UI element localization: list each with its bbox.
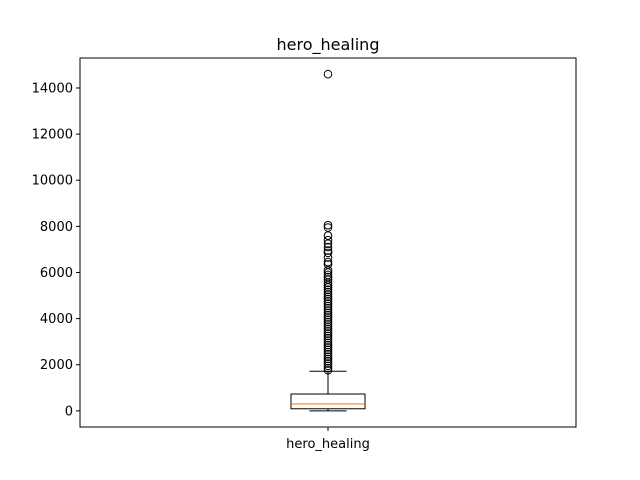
outlier-point	[323, 324, 333, 334]
outlier-point	[323, 306, 333, 315]
outlier-point	[323, 326, 333, 336]
outlier-point	[323, 338, 333, 348]
outlier-point	[323, 294, 333, 304]
iqr-box	[290, 393, 366, 410]
outlier-point	[323, 253, 333, 262]
plot-frame	[79, 57, 577, 428]
outlier-point	[323, 313, 333, 322]
outlier-point	[323, 333, 333, 343]
outliers	[323, 69, 333, 375]
outlier-point	[323, 246, 333, 255]
outlier-point	[323, 290, 333, 299]
outlier-point	[323, 242, 333, 252]
outlier-point	[323, 340, 333, 350]
outlier-point	[323, 285, 333, 295]
outlier-point	[323, 356, 333, 366]
outlier-point	[323, 283, 333, 292]
y-tick-label: 2000	[40, 358, 73, 373]
outlier-point	[323, 268, 333, 277]
outlier-point	[323, 317, 333, 327]
outlier-point	[323, 301, 333, 311]
outlier-point	[323, 347, 333, 357]
outlier-point	[323, 336, 333, 345]
outlier-point	[323, 359, 333, 368]
outlier-point	[323, 361, 333, 371]
outlier-point	[323, 69, 333, 79]
outlier-point	[323, 310, 333, 320]
outlier-point	[323, 354, 333, 364]
outlier-point	[323, 343, 333, 352]
outlier-point	[323, 287, 333, 297]
x-tick-label: hero_healing	[286, 437, 370, 452]
outlier-point	[323, 345, 333, 355]
outlier-point	[323, 320, 333, 329]
outlier-point	[323, 365, 333, 375]
outlier-point	[323, 280, 333, 290]
outlier-point	[323, 292, 333, 301]
outlier-point	[323, 278, 333, 288]
outlier-point	[323, 329, 333, 338]
box-element	[290, 370, 366, 412]
outlier-point	[323, 297, 333, 306]
outlier-point	[323, 265, 333, 275]
y-tick-label: 6000	[40, 266, 73, 281]
y-tick-label: 8000	[40, 220, 73, 235]
y-tick-label: 12000	[32, 128, 73, 143]
chart-title: hero_healing	[277, 35, 380, 55]
outlier-point	[323, 331, 333, 341]
outlier-point	[323, 352, 333, 361]
outlier-point	[323, 303, 333, 313]
outlier-point	[323, 239, 333, 248]
y-tick-label: 4000	[40, 312, 73, 327]
y-axis: 0 2000 4000 6000 8000 10000 12000 14000	[32, 81, 80, 419]
y-tick-label: 0	[65, 404, 73, 419]
outlier-point	[323, 235, 333, 245]
outlier-point	[323, 363, 333, 373]
outlier-point	[323, 248, 333, 258]
outlier-point	[323, 220, 333, 230]
outlier-point	[323, 308, 333, 318]
y-tick-label: 10000	[32, 174, 73, 189]
outlier-point	[323, 350, 333, 359]
outlier-point	[323, 315, 333, 325]
outlier-point	[323, 322, 333, 331]
y-tick-label: 14000	[32, 81, 73, 96]
x-axis: hero_healing	[286, 427, 370, 452]
outlier-point	[323, 299, 333, 308]
